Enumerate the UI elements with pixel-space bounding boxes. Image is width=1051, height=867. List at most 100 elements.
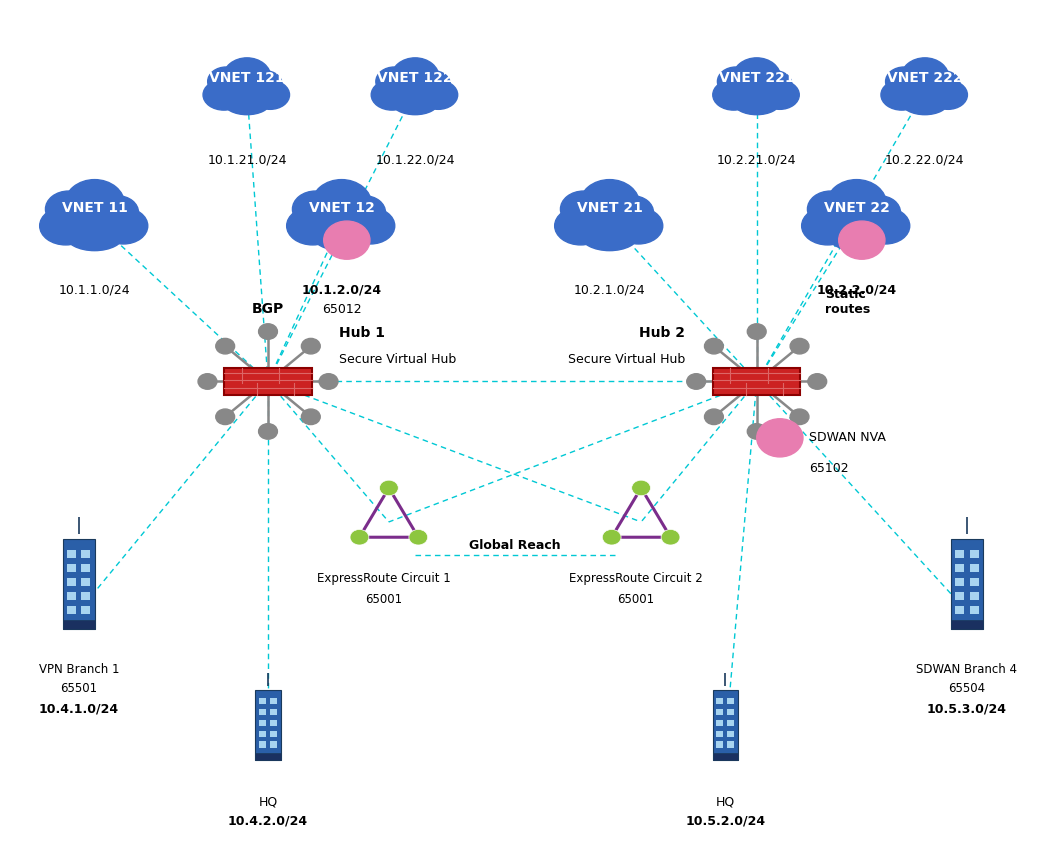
- Ellipse shape: [612, 196, 654, 229]
- Text: Secure Virtual Hub: Secure Virtual Hub: [339, 353, 457, 366]
- Ellipse shape: [287, 206, 338, 244]
- Text: 10.2.2.0/24: 10.2.2.0/24: [817, 284, 897, 297]
- Text: HQ: HQ: [716, 796, 735, 809]
- FancyBboxPatch shape: [969, 550, 978, 557]
- Text: 10.1.21.0/24: 10.1.21.0/24: [207, 153, 287, 166]
- Ellipse shape: [886, 67, 923, 96]
- Circle shape: [215, 338, 234, 354]
- FancyBboxPatch shape: [969, 592, 978, 600]
- FancyBboxPatch shape: [270, 731, 277, 737]
- Ellipse shape: [97, 196, 139, 229]
- Text: 10.1.2.0/24: 10.1.2.0/24: [302, 284, 382, 297]
- Circle shape: [704, 338, 723, 354]
- Ellipse shape: [64, 179, 125, 229]
- Circle shape: [198, 374, 217, 389]
- Ellipse shape: [376, 67, 413, 96]
- Circle shape: [790, 338, 809, 354]
- Ellipse shape: [761, 81, 799, 109]
- Ellipse shape: [555, 206, 606, 244]
- Ellipse shape: [208, 67, 245, 96]
- FancyBboxPatch shape: [81, 550, 90, 557]
- Circle shape: [808, 374, 827, 389]
- FancyBboxPatch shape: [727, 741, 735, 747]
- Text: 10.2.1.0/24: 10.2.1.0/24: [574, 284, 645, 297]
- Ellipse shape: [861, 208, 910, 244]
- Ellipse shape: [733, 58, 781, 97]
- FancyBboxPatch shape: [727, 709, 735, 715]
- Ellipse shape: [251, 81, 289, 109]
- Ellipse shape: [203, 80, 245, 110]
- FancyBboxPatch shape: [81, 564, 90, 572]
- Ellipse shape: [249, 71, 282, 97]
- Ellipse shape: [713, 80, 755, 110]
- Ellipse shape: [718, 67, 755, 96]
- Circle shape: [704, 409, 723, 425]
- Text: VPN Branch 1: VPN Branch 1: [39, 663, 119, 676]
- Text: VNET 22: VNET 22: [824, 201, 889, 215]
- FancyBboxPatch shape: [255, 689, 281, 759]
- Ellipse shape: [902, 90, 948, 114]
- Text: 10.5.2.0/24: 10.5.2.0/24: [685, 815, 765, 828]
- Ellipse shape: [574, 199, 645, 248]
- Text: Global Reach: Global Reach: [469, 539, 561, 552]
- Circle shape: [747, 323, 766, 339]
- FancyBboxPatch shape: [955, 577, 965, 586]
- Text: 10.5.3.0/24: 10.5.3.0/24: [927, 702, 1007, 715]
- FancyBboxPatch shape: [951, 620, 983, 629]
- Ellipse shape: [99, 208, 148, 244]
- Text: ExpressRoute Circuit 2: ExpressRoute Circuit 2: [569, 572, 703, 585]
- Text: VNET 122: VNET 122: [377, 71, 453, 85]
- FancyBboxPatch shape: [969, 606, 978, 614]
- Ellipse shape: [371, 80, 413, 110]
- Circle shape: [302, 409, 321, 425]
- Text: BGP: BGP: [252, 303, 284, 316]
- Ellipse shape: [219, 73, 275, 113]
- Text: Hub 1: Hub 1: [339, 326, 386, 340]
- Circle shape: [757, 419, 803, 457]
- Text: VNET 12: VNET 12: [309, 201, 374, 215]
- Text: 65012: 65012: [322, 303, 362, 316]
- Text: 10.4.1.0/24: 10.4.1.0/24: [39, 702, 119, 715]
- Circle shape: [350, 530, 369, 545]
- Ellipse shape: [826, 179, 887, 229]
- FancyBboxPatch shape: [259, 698, 266, 704]
- FancyBboxPatch shape: [81, 577, 90, 586]
- FancyBboxPatch shape: [955, 606, 965, 614]
- Text: 65001: 65001: [617, 593, 655, 606]
- Text: Static
routes: Static routes: [825, 289, 870, 316]
- FancyBboxPatch shape: [955, 550, 965, 557]
- Text: 10.1.1.0/24: 10.1.1.0/24: [59, 284, 130, 297]
- Ellipse shape: [614, 208, 663, 244]
- Ellipse shape: [65, 220, 124, 251]
- FancyBboxPatch shape: [67, 592, 77, 600]
- FancyBboxPatch shape: [270, 720, 277, 726]
- Ellipse shape: [897, 73, 953, 113]
- Ellipse shape: [417, 71, 450, 97]
- FancyBboxPatch shape: [716, 731, 723, 737]
- Ellipse shape: [927, 71, 960, 97]
- FancyBboxPatch shape: [716, 709, 723, 715]
- Circle shape: [661, 530, 680, 545]
- Circle shape: [602, 530, 621, 545]
- Text: VNET 221: VNET 221: [719, 71, 795, 85]
- Text: 65001: 65001: [365, 593, 403, 606]
- Ellipse shape: [223, 58, 271, 97]
- FancyBboxPatch shape: [259, 709, 266, 715]
- Ellipse shape: [802, 206, 853, 244]
- FancyBboxPatch shape: [955, 592, 965, 600]
- Circle shape: [320, 374, 338, 389]
- FancyBboxPatch shape: [716, 720, 723, 726]
- FancyBboxPatch shape: [969, 564, 978, 572]
- Circle shape: [632, 480, 651, 496]
- Text: 10.2.21.0/24: 10.2.21.0/24: [717, 153, 797, 166]
- Text: VNET 11: VNET 11: [62, 201, 127, 215]
- Ellipse shape: [59, 199, 130, 248]
- FancyBboxPatch shape: [259, 731, 266, 737]
- Ellipse shape: [311, 179, 372, 229]
- FancyBboxPatch shape: [969, 577, 978, 586]
- Ellipse shape: [929, 81, 967, 109]
- Ellipse shape: [344, 196, 386, 229]
- Circle shape: [259, 323, 277, 339]
- FancyBboxPatch shape: [713, 753, 738, 759]
- Circle shape: [215, 409, 234, 425]
